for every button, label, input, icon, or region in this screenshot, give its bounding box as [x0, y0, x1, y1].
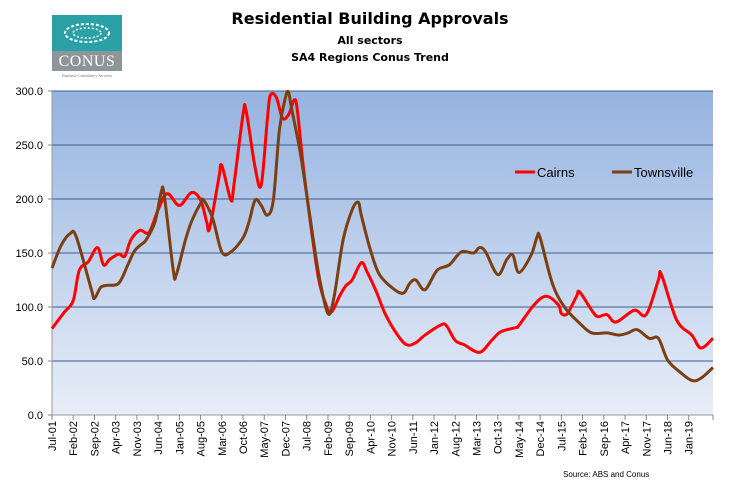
x-tick-label: Jan-05 [174, 421, 186, 455]
x-tick-label: Apr-10 [365, 421, 377, 454]
x-tick-label: Nov-17 [641, 421, 653, 456]
legend-label: Townsville [634, 165, 693, 180]
x-tick-label: May-14 [514, 421, 526, 458]
y-tick-label: 250.0 [15, 140, 43, 152]
y-tick-label: 100.0 [15, 302, 43, 314]
x-tick-label: Dec-07 [280, 421, 292, 456]
x-tick-label: Nov-10 [387, 421, 399, 456]
y-tick-label: 150.0 [15, 248, 43, 260]
x-tick-label: Jul-01 [47, 421, 59, 451]
x-tick-label: Aug-05 [196, 421, 208, 456]
chart-subtitle-2: SA4 Regions Conus Trend [291, 51, 449, 64]
x-tick-label: Sep-16 [599, 421, 611, 456]
x-tick-label: Oct-13 [493, 421, 505, 454]
x-tick-label: Jun-11 [408, 421, 420, 454]
x-tick-label: Dec-14 [535, 421, 547, 456]
x-tick-label: Apr-03 [111, 421, 123, 454]
x-tick-label: May-07 [259, 421, 271, 458]
x-tick-label: Feb-16 [578, 421, 590, 456]
y-tick-label: 300.0 [15, 86, 43, 98]
y-tick-label: 200.0 [15, 194, 43, 206]
conus-logo: CONUS Business Consultancy Services [52, 15, 122, 81]
x-tick-label: Feb-02 [68, 421, 80, 456]
logo-text: CONUS [52, 51, 122, 71]
y-tick-label: 50.0 [22, 356, 43, 368]
x-tick-label: Jun-04 [153, 421, 165, 455]
x-tick-label: Jun-18 [663, 421, 675, 455]
x-tick-label: Aug-12 [450, 421, 462, 456]
y-tick-label: 0.0 [28, 410, 43, 422]
logo-swirl-icon [52, 15, 122, 51]
x-tick-label: Jan-19 [684, 421, 696, 455]
x-tick-label: Sep-09 [344, 421, 356, 456]
x-tick-label: Sep-02 [89, 421, 101, 456]
x-tick-label: Nov-03 [132, 421, 144, 456]
x-tick-label: Feb-09 [323, 421, 335, 456]
legend-label: Cairns [537, 165, 575, 180]
chart-subtitle: All sectors [337, 34, 403, 47]
logo-tagline: Business Consultancy Services [62, 73, 112, 78]
x-tick-label: Apr-17 [620, 421, 632, 454]
x-tick-label: Jul-15 [556, 421, 568, 451]
x-tick-label: Jan-12 [429, 421, 441, 455]
source-note: Source: ABS and Conus [563, 470, 650, 479]
x-tick-label: Jul-08 [302, 421, 314, 451]
x-tick-label: Oct-06 [238, 421, 250, 454]
x-tick-label: Mar-06 [217, 421, 229, 456]
chart-title: Residential Building Approvals [231, 9, 509, 28]
series-line-townsville [50, 89, 715, 383]
x-tick-label: Mar-13 [471, 421, 483, 456]
